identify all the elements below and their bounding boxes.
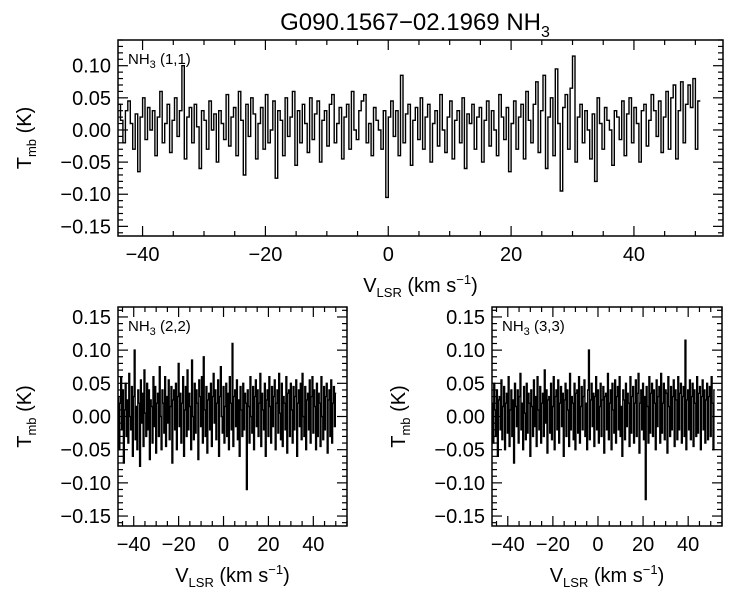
y-tick-label: 0.05 bbox=[72, 88, 111, 110]
panel-label-subscript: 3 bbox=[524, 326, 530, 338]
panel-label-main: NH bbox=[128, 51, 150, 68]
x-tick-label: 40 bbox=[302, 534, 324, 556]
x-axis-label-end: ) bbox=[471, 275, 478, 297]
x-axis-label-main: V bbox=[363, 275, 377, 297]
y-tick-label: −0.05 bbox=[434, 440, 485, 462]
panel-label: NH3 (1,1) bbox=[128, 51, 191, 71]
x-tick-label: 40 bbox=[677, 534, 699, 556]
x-axis-label-subscript: LSR bbox=[563, 575, 588, 590]
panel-label-transition: (3,3) bbox=[530, 318, 565, 335]
y-tick-label: 0.15 bbox=[72, 307, 111, 329]
x-tick-label: −20 bbox=[162, 534, 196, 556]
figure-title: G090.1567−02.1969 NH3 bbox=[280, 9, 550, 41]
y-tick-label: 0.00 bbox=[72, 120, 111, 142]
x-axis-label-superscript: −1 bbox=[268, 562, 283, 577]
y-tick-label: 0.00 bbox=[72, 407, 111, 429]
y-tick-label: −0.10 bbox=[60, 473, 111, 495]
y-tick-label: 0.00 bbox=[446, 407, 485, 429]
panel-label-transition: (1,1) bbox=[156, 51, 191, 68]
panel-label-subscript: 3 bbox=[150, 59, 156, 71]
y-tick-label: −0.10 bbox=[434, 473, 485, 495]
x-axis-label-end: ) bbox=[658, 565, 665, 587]
y-axis-label-subscript: mb bbox=[24, 139, 39, 157]
y-axis-label-main: T bbox=[14, 157, 36, 169]
spectrum-line bbox=[118, 55, 701, 199]
panel-label: NH3 (3,3) bbox=[502, 318, 565, 338]
x-tick-label: 0 bbox=[218, 534, 229, 556]
x-axis-label-superscript: −1 bbox=[456, 272, 471, 287]
y-tick-label: 0.15 bbox=[446, 307, 485, 329]
y-axis-label: Tmb (K) bbox=[388, 385, 413, 448]
panel-label-transition: (2,2) bbox=[156, 318, 191, 335]
x-tick-label: 0 bbox=[383, 244, 394, 266]
plot-frame bbox=[117, 39, 724, 237]
x-axis-label-superscript: −1 bbox=[643, 562, 658, 577]
y-tick-label: 0.05 bbox=[446, 373, 485, 395]
x-axis-label-main: V bbox=[175, 565, 189, 587]
x-tick-label: 0 bbox=[592, 534, 603, 556]
panel-label-main: NH bbox=[128, 318, 150, 335]
x-tick-label: −20 bbox=[536, 534, 570, 556]
y-tick-label: −0.05 bbox=[60, 440, 111, 462]
x-axis-label-units: (km s bbox=[588, 565, 642, 587]
spectrum-panel-2: −40 −20 0 20 40 −0.15 −0.10 −0.05 0.00 0.05 0.10 0.… bbox=[14, 306, 348, 590]
y-axis-label: Tmb (K) bbox=[14, 385, 39, 448]
y-tick-label: −0.05 bbox=[60, 152, 111, 174]
x-axis-label-units: (km s bbox=[214, 565, 268, 587]
y-tick-label: 0.10 bbox=[72, 340, 111, 362]
panel-label: NH3 (2,2) bbox=[128, 318, 191, 338]
x-tick-label: −40 bbox=[117, 534, 151, 556]
x-axis-label: VLSR (km s−1) bbox=[550, 562, 665, 590]
y-tick-label: −0.15 bbox=[60, 506, 111, 528]
x-axis-label-end: ) bbox=[283, 565, 290, 587]
y-tick-label: −0.10 bbox=[60, 184, 111, 206]
panel-label-subscript: 3 bbox=[150, 326, 156, 338]
x-tick-label: 20 bbox=[632, 534, 654, 556]
spectrum-line bbox=[492, 339, 715, 501]
spectrum-line bbox=[118, 342, 337, 491]
y-tick-label: 0.10 bbox=[72, 56, 111, 78]
panel-label-main: NH bbox=[502, 318, 524, 335]
x-axis-label-units: (km s bbox=[402, 275, 456, 297]
y-axis-label-subscript: mb bbox=[24, 417, 39, 435]
x-axis-label: VLSR (km s−1) bbox=[363, 272, 478, 300]
y-axis-label-main: T bbox=[14, 436, 36, 448]
x-axis-label-subscript: LSR bbox=[377, 285, 402, 300]
x-tick-label: −40 bbox=[126, 244, 160, 266]
x-axis-label: VLSR (km s−1) bbox=[175, 562, 290, 590]
y-axis-label-main: T bbox=[388, 436, 410, 448]
y-axis-label: Tmb (K) bbox=[14, 107, 39, 170]
y-tick-label: 0.10 bbox=[446, 340, 485, 362]
x-axis-label-subscript: LSR bbox=[189, 575, 214, 590]
x-tick-label: −40 bbox=[491, 534, 525, 556]
x-tick-label: −20 bbox=[248, 244, 282, 266]
y-tick-label: −0.15 bbox=[60, 216, 111, 238]
y-axis-label-units: (K) bbox=[388, 385, 410, 417]
y-axis-label-subscript: mb bbox=[398, 417, 413, 435]
x-tick-label: 20 bbox=[257, 534, 279, 556]
x-axis-label-main: V bbox=[550, 565, 564, 587]
y-axis-label-units: (K) bbox=[14, 107, 36, 139]
figure-title-subscript: 3 bbox=[541, 24, 550, 41]
spectrum-panel-3: −40 −20 0 20 40 −0.15 −0.10 −0.05 0.00 0.05 0.10 0.… bbox=[388, 306, 723, 590]
y-tick-label: 0.05 bbox=[72, 373, 111, 395]
x-tick-label: 40 bbox=[623, 244, 645, 266]
y-tick-label: −0.15 bbox=[434, 506, 485, 528]
y-axis-label-units: (K) bbox=[14, 385, 36, 417]
x-tick-label: 20 bbox=[500, 244, 522, 266]
spectrum-panel-1: −40 −20 0 20 40 −0.15 −0.10 −0.05 0.00 0.05 0.10 VL… bbox=[14, 39, 724, 300]
